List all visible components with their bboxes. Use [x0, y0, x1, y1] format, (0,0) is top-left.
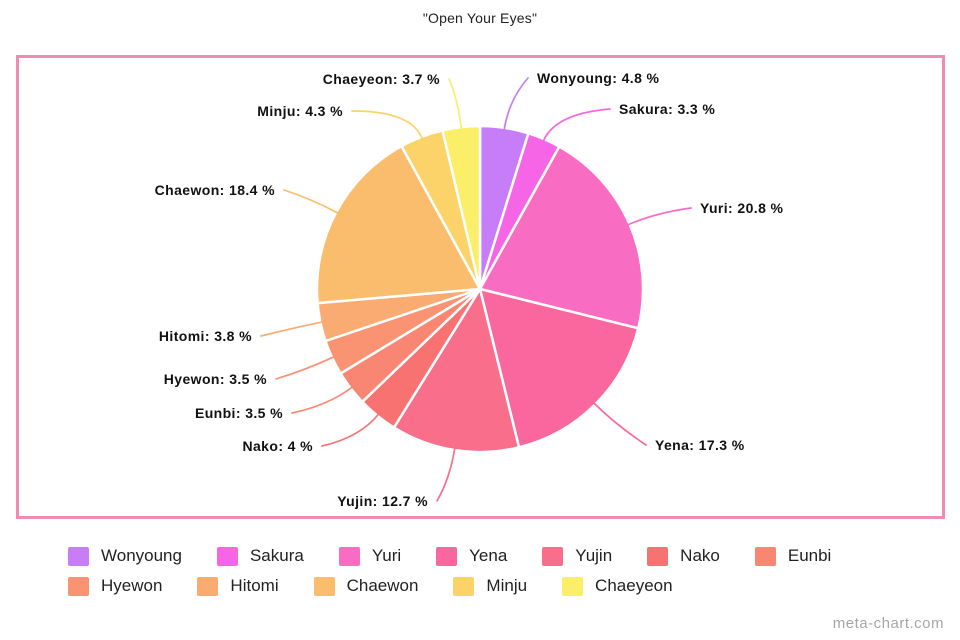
legend-item-eunbi: Eunbi — [754, 546, 832, 566]
legend-label: Nako — [680, 546, 720, 565]
legend-swatch-icon — [754, 546, 776, 566]
chart-title: "Open Your Eyes" — [422, 10, 538, 26]
leader-line-chaeyeon — [448, 78, 463, 130]
legend-swatch-icon — [216, 546, 238, 566]
legend-label: Eunbi — [787, 546, 832, 565]
legend-swatch-icon — [338, 546, 360, 566]
legend-item-sakura: Sakura — [216, 546, 304, 566]
legend-row: Wonyoung Sakura Yuri Yena Yujin Nako Eunbi — [68, 546, 928, 566]
slice-label-yena: Yena: 17.3 % — [655, 437, 745, 453]
legend-label: Hitomi — [230, 576, 279, 595]
legend-swatch-icon — [542, 546, 564, 566]
legend-row: Hyewon Hitomi Chaewon Minju Chaeyeon — [68, 576, 928, 596]
leader-line-chaewon — [283, 189, 339, 214]
slice-label-hyewon: Hyewon: 3.5 % — [164, 371, 267, 387]
leader-line-nako — [321, 413, 380, 447]
leader-line-eunbi — [291, 386, 354, 414]
leader-line-hyewon — [275, 355, 335, 380]
legend-item-wonyoung: Wonyoung — [68, 546, 182, 566]
watermark: meta-chart.com — [832, 615, 944, 632]
leader-line-yena — [592, 402, 647, 446]
legend-label: Hyewon — [101, 576, 163, 595]
legend-swatch-icon — [68, 576, 89, 596]
legend-label: Yuri — [371, 546, 402, 565]
leader-line-minju — [351, 110, 424, 140]
leader-line-sakura — [542, 108, 611, 142]
legend-swatch-icon — [647, 546, 669, 566]
slice-label-hitomi: Hitomi: 3.8 % — [159, 328, 252, 344]
legend-item-minju: Minju — [453, 576, 527, 596]
slice-label-yujin: Yujin: 12.7 % — [337, 493, 428, 509]
legend-swatch-icon — [68, 546, 89, 566]
legend-swatch-icon — [436, 546, 458, 566]
legend: Wonyoung Sakura Yuri Yena Yujin Nako Eunbi Hyew… — [68, 546, 928, 606]
legend-item-chaewon: Chaewon — [313, 576, 419, 596]
slice-label-sakura: Sakura: 3.3 % — [619, 101, 715, 117]
slice-label-eunbi: Eunbi: 3.5 % — [195, 405, 283, 421]
legend-item-hitomi: Hitomi — [197, 576, 279, 596]
legend-label: Chaeyeon — [595, 576, 673, 595]
legend-item-yuri: Yuri — [338, 546, 402, 566]
legend-item-yena: Yena — [436, 546, 507, 566]
leader-line-wonyoung — [503, 77, 529, 131]
legend-label: Yujin — [575, 546, 613, 565]
legend-label: Sakura — [249, 546, 304, 565]
legend-label: Minju — [486, 576, 528, 595]
leader-line-yujin — [436, 447, 456, 502]
legend-swatch-icon — [453, 576, 475, 596]
legend-item-nako: Nako — [647, 546, 720, 566]
slice-label-yuri: Yuri: 20.8 % — [700, 200, 784, 216]
slice-label-minju: Minju: 4.3 % — [257, 103, 343, 119]
legend-swatch-icon — [562, 576, 584, 596]
legend-swatch-icon — [313, 576, 335, 596]
legend-label: Yena — [469, 546, 508, 565]
slice-label-chaewon: Chaewon: 18.4 % — [155, 182, 276, 198]
slice-label-chaeyeon: Chaeyeon: 3.7 % — [323, 71, 440, 87]
legend-label: Wonyoung — [101, 546, 182, 565]
legend-item-hyewon: Hyewon — [68, 576, 162, 596]
leader-line-hitomi — [260, 321, 324, 337]
legend-swatch-icon — [197, 576, 219, 596]
legend-item-chaeyeon: Chaeyeon — [562, 576, 673, 596]
slice-label-nako: Nako: 4 % — [242, 438, 313, 454]
legend-item-yujin: Yujin — [542, 546, 612, 566]
legend-label: Chaewon — [346, 576, 419, 595]
leader-line-yuri — [626, 207, 692, 226]
slice-label-wonyoung: Wonyoung: 4.8 % — [537, 70, 660, 86]
